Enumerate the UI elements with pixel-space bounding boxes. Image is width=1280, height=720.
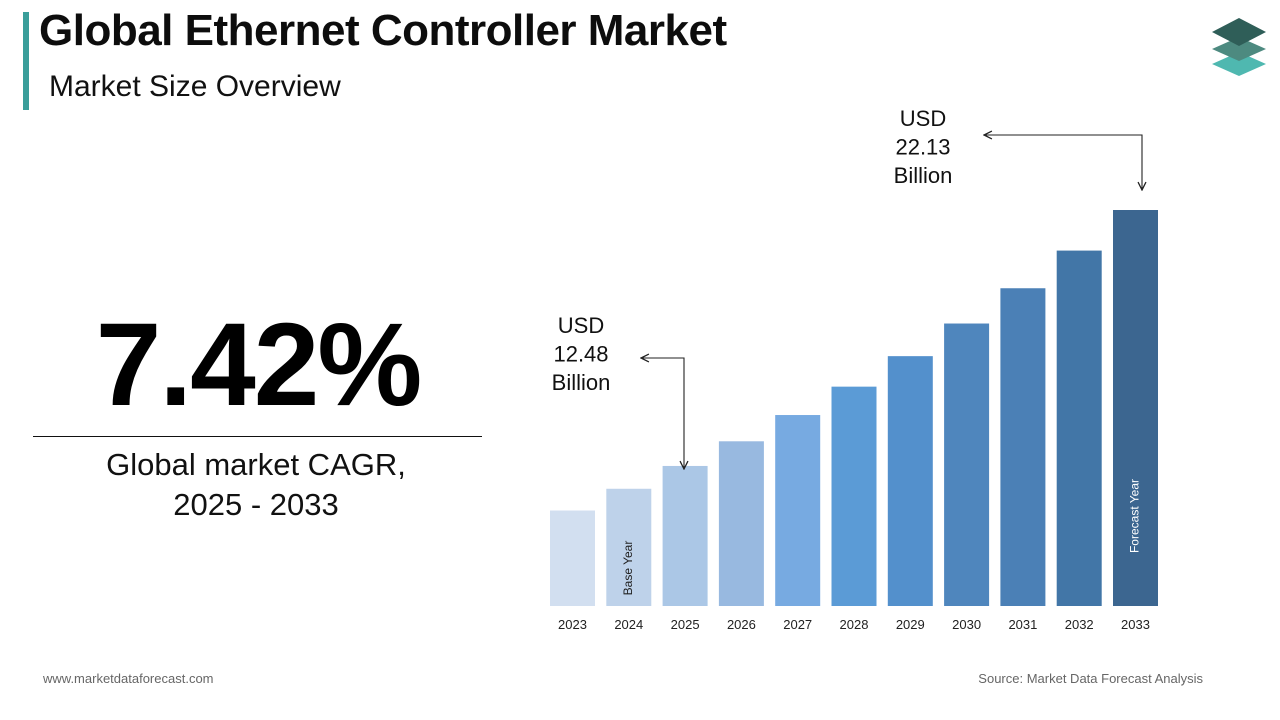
bar-inner-label: Forecast Year [1128,479,1142,553]
bar-2025 [662,465,708,606]
bar-2030 [944,323,990,606]
page-subtitle: Market Size Overview [49,70,341,103]
cagr-divider [33,436,482,437]
x-tick-label: 2027 [783,617,812,632]
bar-2023 [550,510,595,606]
value-annotation: 22.13 [895,135,950,160]
stacked-layers-icon [1212,18,1266,76]
bar-2024 [606,488,652,606]
x-tick-label: 2032 [1065,617,1094,632]
logo-layer-middle [1212,37,1266,61]
bar-2029 [887,356,933,606]
bar-2026 [718,441,764,606]
x-tick-label: 2033 [1121,617,1150,632]
cagr-value: 7.42% [95,299,423,431]
bar-2032 [1056,250,1102,607]
x-tick-label: 2029 [896,617,925,632]
x-tick-label: 2030 [952,617,981,632]
cagr-label: Global market CAGR, 2025 - 2033 [33,445,479,525]
value-annotation: Billion [894,163,953,188]
bar-2028 [831,386,877,606]
logo-layer-bottom [1212,52,1266,76]
x-tick-label: 2026 [727,617,756,632]
cagr-label-line2: 2025 - 2033 [173,487,339,522]
value-annotation: 12.48 [553,342,608,367]
x-tick-label: 2025 [671,617,700,632]
value-annotation: Billion [552,370,611,395]
annotation-arrow [984,135,1142,190]
footer-website: www.marketdataforecast.com [43,671,214,686]
x-tick-label: 2028 [840,617,869,632]
footer-source: Source: Market Data Forecast Analysis [978,671,1203,686]
bar-2027 [775,415,821,606]
x-tick-label: 2024 [614,617,643,632]
title-accent-bar [23,12,29,110]
logo-layer-top [1212,18,1266,46]
annotation-arrow [641,358,684,469]
cagr-label-line1: Global market CAGR, [106,447,406,482]
value-annotation: USD [558,313,604,338]
page-title: Global Ethernet Controller Market [39,6,727,55]
bar-2031 [1000,288,1046,606]
value-annotation: USD [900,106,946,131]
bar-2033 [1113,210,1158,606]
x-tick-label: 2031 [1008,617,1037,632]
x-tick-label: 2023 [558,617,587,632]
bar-inner-label: Base Year [621,541,635,596]
